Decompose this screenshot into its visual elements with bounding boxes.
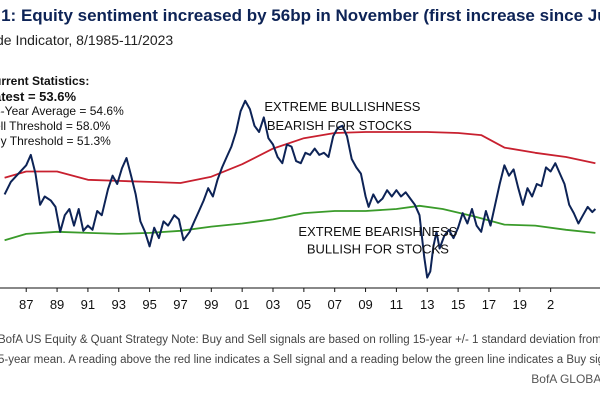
x-tick-label: 87 — [19, 297, 33, 312]
stats-heading: urrent Statistics: — [0, 74, 90, 88]
stats-latest: atest = 53.6% — [0, 89, 77, 104]
x-tick-label: 2 — [547, 297, 554, 312]
chart-annotation: BULLISH FOR STOCKS — [307, 242, 449, 257]
footnote-line-1: BofA US Equity & Quant Strategy Note: Bu… — [0, 334, 600, 346]
x-tick-label: 95 — [142, 297, 156, 312]
stats-buy-threshold: uy Threshold = 51.3% — [0, 134, 111, 148]
chart-annotation: EXTREME BEARISHNESS — [298, 224, 457, 239]
x-tick-label: 09 — [358, 297, 372, 312]
x-tick-label: 03 — [266, 297, 280, 312]
x-tick-label: 19 — [513, 297, 527, 312]
x-tick-label: 01 — [235, 297, 249, 312]
source-label: BofA GLOBAL — [531, 372, 600, 386]
x-tick-label: 15 — [451, 297, 465, 312]
sell-series-line — [4, 131, 596, 184]
x-tick-label: 11 — [390, 297, 404, 312]
x-tick-label: 97 — [173, 297, 187, 312]
chart-title: it 1: Equity sentiment increased by 56bp… — [0, 6, 600, 25]
footnote: BofA US Equity & Quant Strategy Note: Bu… — [0, 330, 600, 370]
chart-subtitle: de Indicator, 8/1985-11/2023 — [0, 32, 174, 48]
footnote-line-2: 5-year mean. A reading above the red lin… — [0, 354, 600, 366]
chart-annotation: BEARISH FOR STOCKS — [267, 118, 412, 133]
x-tick-label: 13 — [420, 297, 434, 312]
stats-average: 5-Year Average = 54.6% — [0, 104, 124, 118]
current-statistics-box: urrent Statistics: atest = 53.6% 5-Year … — [0, 74, 124, 149]
x-tick-label: 99 — [204, 297, 218, 312]
x-tick-label: 17 — [482, 297, 496, 312]
x-tick-label: 91 — [81, 297, 95, 312]
chart-annotation: EXTREME BULLISHNESS — [264, 99, 420, 114]
x-tick-label: 05 — [297, 297, 311, 312]
x-tick-label: 89 — [50, 297, 64, 312]
x-tick-label: 07 — [327, 297, 341, 312]
x-tick-label: 93 — [112, 297, 126, 312]
sentiment-series-line — [3, 99, 597, 279]
buy-series-line — [4, 204, 596, 242]
stats-sell-threshold: ell Threshold = 58.0% — [0, 119, 111, 133]
